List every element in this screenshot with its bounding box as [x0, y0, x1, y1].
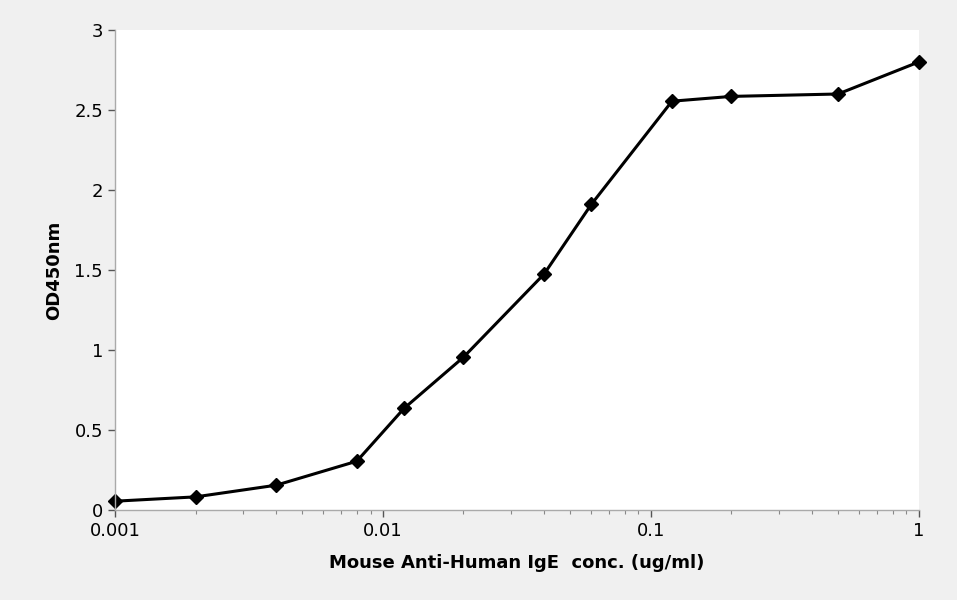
Y-axis label: OD450nm: OD450nm	[45, 220, 63, 320]
X-axis label: Mouse Anti-Human IgE  conc. (ug/ml): Mouse Anti-Human IgE conc. (ug/ml)	[329, 554, 704, 572]
